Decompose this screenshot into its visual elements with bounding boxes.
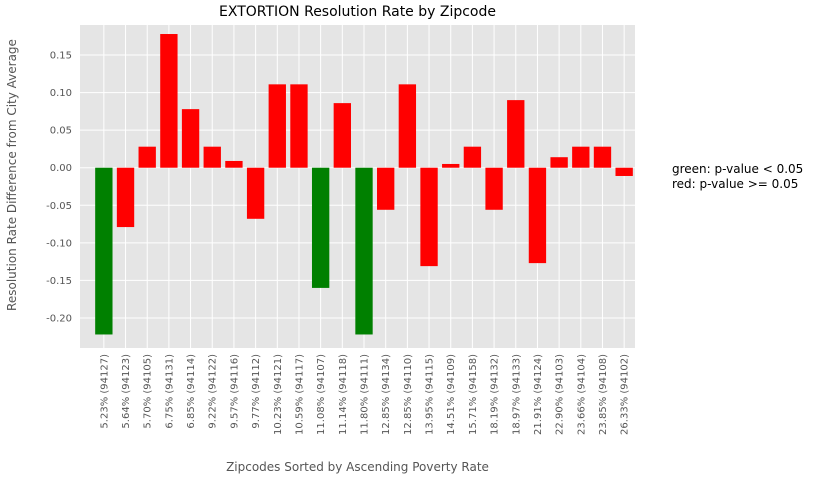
y-axis-label: Resolution Rate Difference from City Ave… — [5, 39, 19, 311]
bar — [463, 146, 482, 168]
y-ticks: -0.20 -0.15 -0.10 -0.05 0.00 0.05 0.10 0.15 — [46, 51, 72, 325]
chart-title: EXTORTION Resolution Rate by Zipcode — [219, 4, 496, 20]
bar — [550, 157, 568, 168]
y-tick-label: 0.05 — [50, 126, 72, 137]
x-tick-label: 5.23% (94127) — [99, 354, 110, 429]
x-tick-label: 12.85% (94110) — [403, 354, 414, 435]
x-tick-label: 13.95% (94115) — [425, 354, 436, 435]
bar — [311, 167, 330, 288]
bar — [160, 34, 178, 168]
bar — [507, 100, 525, 168]
bar — [138, 146, 156, 168]
x-tick-label: 11.80% (94111) — [360, 354, 371, 435]
x-tick-label: 11.08% (94107) — [316, 354, 327, 435]
bar — [181, 109, 200, 168]
bar — [333, 103, 351, 168]
x-axis-label: Zipcodes Sorted by Ascending Poverty Rat… — [226, 460, 489, 474]
x-tick-label: 9.77% (94112) — [251, 354, 262, 429]
bar — [377, 167, 395, 210]
x-tick-label: 9.22% (94122) — [208, 354, 219, 429]
x-tick-label: 18.19% (94132) — [490, 354, 501, 435]
x-tick-label: 14.51% (94109) — [446, 354, 457, 435]
x-tick-label: 22.90% (94103) — [555, 354, 566, 435]
bar — [398, 84, 417, 168]
x-tick-label: 12.85% (94134) — [381, 354, 392, 435]
bar — [290, 84, 308, 168]
x-tick-label: 18.97% (94133) — [511, 354, 522, 435]
legend-green-note: green: p-value < 0.05 — [672, 162, 804, 176]
y-tick-label: 0.15 — [50, 51, 72, 62]
x-tick-label: 6.85% (94114) — [186, 354, 197, 429]
x-tick-label: 10.23% (94121) — [273, 354, 284, 435]
bar — [95, 167, 113, 335]
x-tick-label: 23.85% (94108) — [598, 354, 609, 435]
bar — [485, 167, 503, 210]
bars — [95, 34, 633, 335]
x-tick-label: 5.70% (94105) — [143, 354, 154, 429]
bar — [203, 146, 221, 168]
bar — [420, 167, 438, 267]
x-tick-label: 23.66% (94104) — [576, 354, 587, 435]
x-tick-label: 9.57% (94116) — [229, 354, 240, 429]
bar — [246, 167, 265, 219]
x-tick-label: 21.91% (94124) — [533, 354, 544, 435]
bar — [528, 167, 547, 264]
significance-legend: green: p-value < 0.05 red: p-value >= 0.… — [672, 162, 803, 192]
x-tick-label: 5.64% (94123) — [121, 354, 132, 429]
x-tick-label: 15.71% (94158) — [468, 354, 479, 435]
bar — [116, 167, 135, 228]
bar — [572, 146, 590, 168]
bar — [593, 146, 612, 168]
x-tick-label: 26.33% (94102) — [620, 354, 631, 435]
y-tick-label: 0.10 — [50, 88, 72, 99]
y-tick-label: -0.10 — [46, 238, 72, 249]
bar — [615, 167, 633, 176]
x-tick-label: 10.59% (94117) — [294, 354, 305, 435]
bar — [225, 160, 243, 168]
x-tick-label: 6.75% (94131) — [164, 354, 175, 429]
x-tick-label: 11.14% (94118) — [338, 354, 349, 435]
y-tick-label: 0.00 — [50, 163, 72, 174]
bar — [355, 167, 373, 335]
legend-red-note: red: p-value >= 0.05 — [672, 177, 799, 191]
bar — [442, 163, 460, 168]
x-ticks: 5.23% (94127) 5.64% (94123) 5.70% (94105) 6… — [99, 354, 630, 435]
y-tick-label: -0.20 — [46, 313, 72, 324]
y-tick-label: -0.05 — [46, 201, 72, 212]
y-tick-label: -0.15 — [46, 276, 72, 287]
bar — [268, 84, 286, 168]
